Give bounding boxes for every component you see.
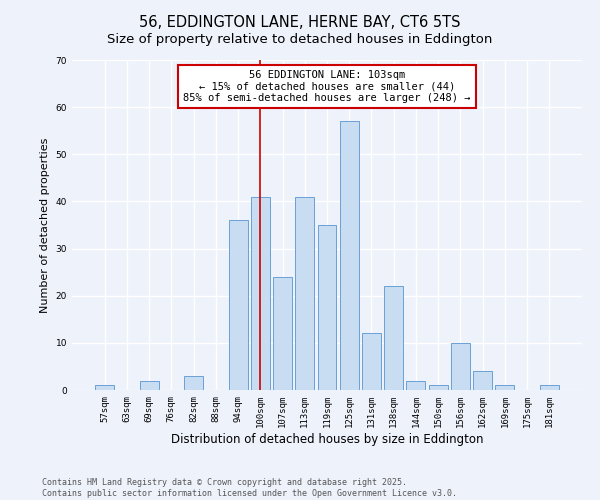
Bar (273, 277, 292, 390)
Bar (362, 334, 381, 390)
Bar (406, 380, 425, 390)
Text: Size of property relative to detached houses in Eddington: Size of property relative to detached ho… (107, 32, 493, 46)
Bar (384, 286, 403, 390)
Text: Contains HM Land Registry data © Crown copyright and database right 2025.
Contai: Contains HM Land Registry data © Crown c… (42, 478, 457, 498)
Y-axis label: Number of detached properties: Number of detached properties (40, 138, 50, 312)
Bar (340, 122, 359, 390)
Text: 56 EDDINGTON LANE: 103sqm
← 15% of detached houses are smaller (44)
85% of semi-: 56 EDDINGTON LANE: 103sqm ← 15% of detac… (183, 70, 471, 103)
Bar (295, 196, 314, 390)
Bar (429, 386, 448, 390)
Bar (496, 386, 514, 390)
Text: 56, EDDINGTON LANE, HERNE BAY, CT6 5TS: 56, EDDINGTON LANE, HERNE BAY, CT6 5TS (139, 15, 461, 30)
Bar (184, 376, 203, 390)
Bar (229, 220, 248, 390)
Bar (451, 343, 470, 390)
Bar (140, 380, 158, 390)
Bar (251, 196, 270, 390)
Bar (317, 225, 337, 390)
Bar (473, 371, 492, 390)
Bar (95, 386, 114, 390)
X-axis label: Distribution of detached houses by size in Eddington: Distribution of detached houses by size … (171, 432, 483, 446)
Bar (540, 386, 559, 390)
